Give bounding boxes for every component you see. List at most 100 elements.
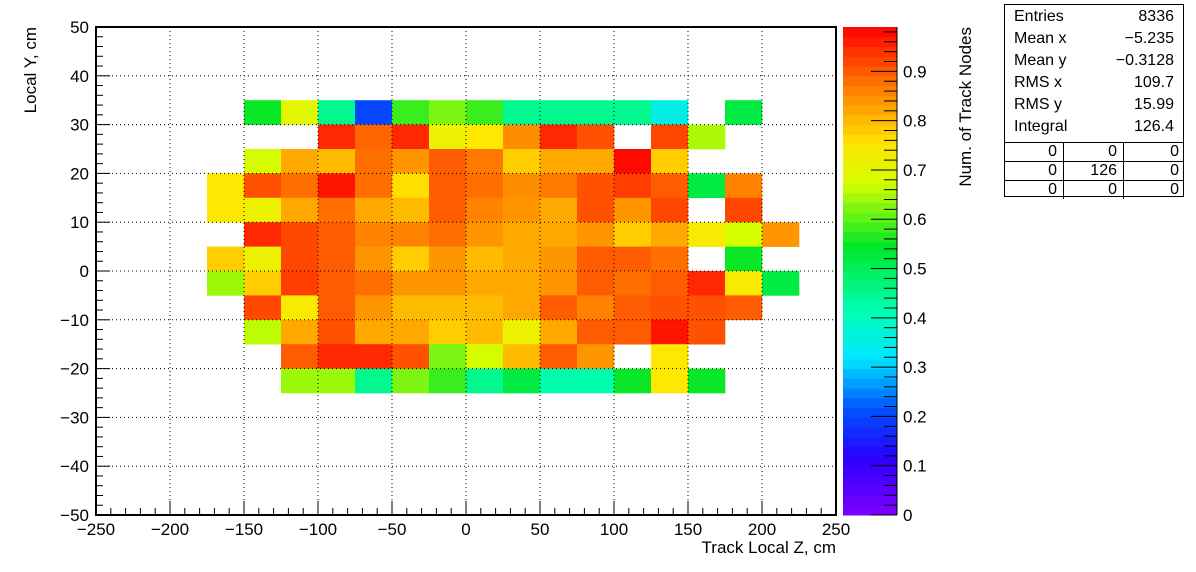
heatmap-cell <box>392 368 430 394</box>
color-scale-segment <box>843 427 897 438</box>
color-scale-segment <box>843 95 897 106</box>
heatmap-cell <box>392 100 430 125</box>
stats-grid-cell: 0 <box>1170 143 1179 160</box>
heatmap-cell <box>318 246 356 272</box>
color-scale-segment <box>843 300 897 311</box>
heatmap-cell <box>577 173 615 199</box>
heatmap-cell <box>244 295 282 321</box>
heatmap-cell <box>244 271 282 296</box>
heatmap-cell <box>318 100 356 125</box>
stats-box: Entries 8336 Mean x −5.235 Mean y −0.3128 RMS … <box>1004 4 1184 199</box>
heatmap-cell <box>503 222 541 247</box>
color-scale-segment <box>843 231 897 243</box>
heatmap-cell <box>466 368 504 394</box>
heatmap-cell <box>281 246 319 272</box>
heatmap-cell <box>540 149 578 174</box>
x-tick-label: 200 <box>748 520 776 539</box>
heatmap-cell <box>688 124 726 150</box>
heatmap-cell <box>577 271 615 296</box>
heatmap-cell <box>466 173 504 199</box>
color-scale-segment <box>843 436 897 448</box>
heatmap-cell <box>318 344 356 369</box>
heatmap-cell <box>503 149 541 174</box>
heatmap-cell <box>466 197 504 223</box>
heatmap-cell <box>577 246 615 272</box>
heatmap-cell <box>725 222 763 247</box>
heatmap-cell <box>577 222 615 247</box>
color-scale-tick-label: 0.9 <box>903 62 927 81</box>
heatmap-cell <box>355 173 393 199</box>
heatmap-cell <box>244 173 282 199</box>
heatmap-cell <box>577 124 615 150</box>
heatmap-cell <box>244 319 282 345</box>
heatmap-cell <box>725 197 763 223</box>
heatmap-cell <box>725 246 763 272</box>
color-scale-segment <box>843 271 897 282</box>
stats-label: Entries <box>1014 8 1064 25</box>
heatmap-cell <box>318 271 356 296</box>
heatmap-cell <box>429 124 467 150</box>
heatmap-cell <box>429 295 467 321</box>
color-scale-segment <box>843 114 897 126</box>
heatmap-cell <box>651 368 689 394</box>
color-scale-segment <box>843 397 897 409</box>
heatmap-cell <box>688 319 726 345</box>
color-scale-segment <box>843 241 897 252</box>
color-scale-segment <box>843 368 897 379</box>
heatmap-cell <box>651 124 689 150</box>
stats-row: RMS y 15.99 <box>1005 94 1183 115</box>
heatmap-cell <box>614 197 652 223</box>
y-tick-label: −20 <box>60 360 89 379</box>
color-scale-segment <box>843 339 897 350</box>
stats-grid-cell: 0 <box>1170 162 1179 179</box>
heatmap-cell <box>651 173 689 199</box>
color-scale-segment <box>843 153 897 165</box>
axis-ticks <box>95 26 837 516</box>
heatmap-cell <box>540 222 578 247</box>
color-scale-segment <box>843 319 897 331</box>
stats-grid-row: 0 126 0 <box>1005 162 1183 181</box>
heatmap-cell <box>614 368 652 394</box>
color-scale-segment <box>843 66 897 77</box>
color-scale-segment <box>843 329 897 340</box>
heatmap-cell <box>651 295 689 321</box>
heatmap-cell <box>614 173 652 199</box>
heatmap-cell <box>281 368 319 394</box>
color-scale-segment <box>843 144 897 155</box>
heatmap-cell <box>355 149 393 174</box>
y-tick-label: 0 <box>80 262 89 281</box>
heatmap-cell <box>281 197 319 223</box>
heatmap-cell <box>725 173 763 199</box>
heatmap-cell <box>725 271 763 296</box>
heatmap-cell <box>540 295 578 321</box>
color-scale-segment <box>843 310 897 321</box>
heatmap-cell <box>318 173 356 199</box>
heatmap-cell <box>392 124 430 150</box>
color-scale-ticks: 0 0.1 0.2 0.3 0.4 0.5 0.6 0.7 0.8 0.9 <box>871 27 927 525</box>
stats-grid-cell: 0 <box>1005 181 1064 199</box>
y-tick-label: 50 <box>70 18 89 37</box>
stats-bin-grid: 0 0 0 0 126 0 0 0 0 <box>1005 142 1183 199</box>
stats-row: RMS x 109.7 <box>1005 72 1183 93</box>
heatmap-cell <box>503 124 541 150</box>
heatmap-cell <box>503 295 541 321</box>
x-tick-label: −150 <box>225 520 263 539</box>
heatmap-cell <box>762 271 800 296</box>
stats-value: 109.7 <box>1133 74 1174 91</box>
color-scale-tick-label: 0.4 <box>903 309 927 328</box>
heatmap-cell <box>466 246 504 272</box>
color-scale-segment <box>843 251 897 262</box>
heatmap-cell <box>614 319 652 345</box>
stats-label: Mean y <box>1014 52 1067 69</box>
heatmap-cell <box>540 271 578 296</box>
color-scale-segment <box>843 85 897 96</box>
heatmap-cell <box>540 100 578 125</box>
heatmap-cell <box>392 173 430 199</box>
color-scale-segment <box>843 105 897 116</box>
x-tick-label: 0 <box>461 520 470 539</box>
heatmap-cell <box>577 319 615 345</box>
color-scale-segment <box>843 407 897 418</box>
heatmap-cell <box>429 368 467 394</box>
color-scale-segment <box>843 192 897 204</box>
